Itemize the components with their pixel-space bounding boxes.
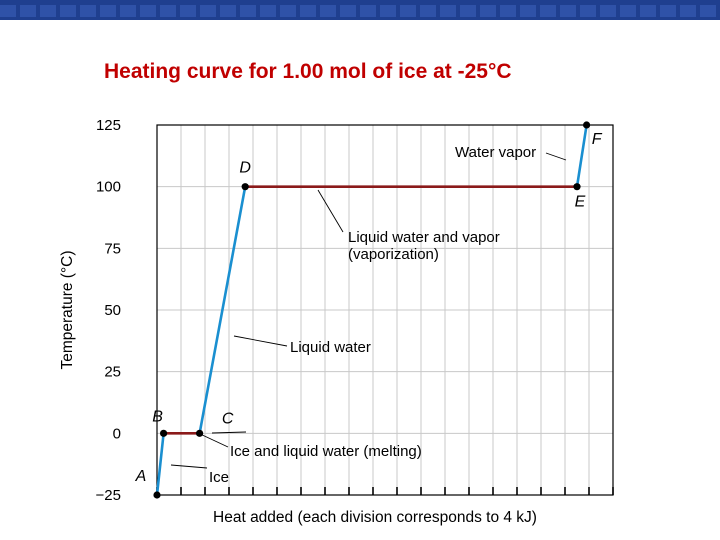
curve-points: A B C D E F [135, 121, 603, 499]
y-tick-label: 125 [96, 117, 121, 134]
annotation-leader [233, 335, 288, 347]
annotation-leader [317, 189, 344, 233]
annotation-leaders [170, 152, 567, 469]
y-tick-label: −25 [96, 487, 121, 504]
annotation-text: Liquid water and vapor [348, 229, 500, 246]
y-tick-label: 25 [104, 364, 121, 381]
curve-segment-CD [198, 185, 247, 435]
plot-frame [156, 124, 614, 496]
annotation-leader [211, 431, 247, 434]
point-A [153, 491, 161, 499]
annotation-text: Ice and liquid water (melting) [230, 443, 422, 460]
annotation-text: Ice [209, 469, 229, 486]
y-axis-label: Temperature (°C) [59, 250, 76, 369]
x-axis-label: Heat added (each division corresponds to… [213, 509, 537, 526]
y-tick-label: 50 [104, 302, 121, 319]
point-label-B: B [152, 408, 163, 425]
point-B [160, 429, 168, 437]
annotation-text: Water vapor [455, 144, 536, 161]
slide-banner-pattern [0, 5, 720, 17]
point-label-D: D [239, 160, 251, 177]
point-D [241, 183, 249, 191]
grid [156, 124, 614, 496]
slide-title: Heating curve for 1.00 mol of ice at -25… [104, 60, 512, 83]
annotation-text: Liquid water [290, 339, 371, 356]
slide-banner [0, 0, 720, 20]
point-label-A: A [135, 468, 147, 485]
point-label-C: C [222, 410, 234, 427]
point-label-F: F [592, 131, 603, 148]
y-tick-label: 75 [104, 240, 121, 257]
point-C [196, 429, 204, 437]
point-E [573, 183, 581, 191]
annotation-text: (vaporization) [348, 246, 439, 263]
curve-segment-AB [155, 432, 165, 497]
point-F [583, 121, 591, 129]
y-tick-label: 100 [96, 179, 121, 196]
y-tick-labels: −25 0 25 50 75 100 125 [96, 117, 121, 504]
annotation-leader [170, 464, 208, 469]
curve-segments [155, 123, 588, 497]
curve-segment-EF [575, 123, 588, 188]
point-label-E: E [575, 194, 586, 211]
annotation-leader [197, 432, 229, 448]
y-tick-label: 0 [113, 425, 121, 442]
x-ticks [156, 487, 614, 495]
annotation-leader [545, 152, 567, 161]
